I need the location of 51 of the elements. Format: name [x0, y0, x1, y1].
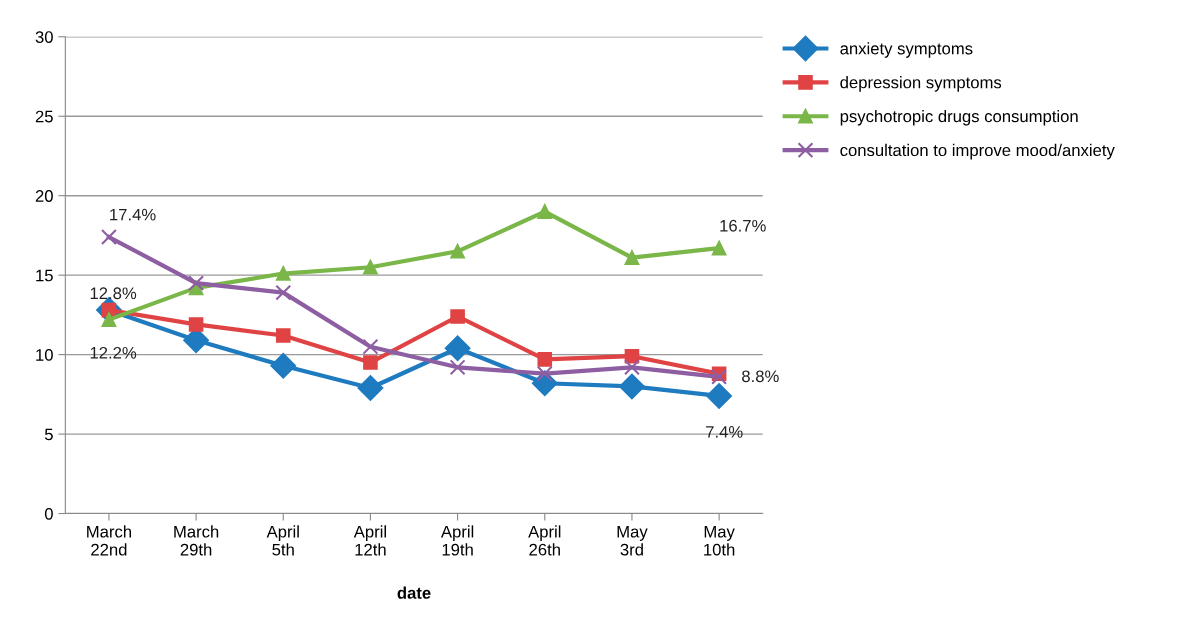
- legend-label: depression symptoms: [840, 76, 1002, 92]
- x-tick-label: April 26th: [528, 525, 561, 556]
- annotation: 8.8%: [742, 370, 779, 383]
- legend-label: psychotropic drugs consumption: [840, 109, 1078, 126]
- legend-label: consultation to improve mood/anxiety: [840, 143, 1115, 160]
- point: [537, 352, 553, 367]
- y-tick-label: 20: [35, 190, 53, 202]
- point: [275, 266, 291, 281]
- x-tick-label: March 29th: [174, 525, 219, 556]
- x-tick-label: March 22nd: [87, 525, 131, 556]
- x-tick-label: April 19th: [440, 525, 474, 556]
- point: [537, 204, 553, 219]
- x-axis-title: date: [397, 586, 431, 599]
- point: [711, 240, 727, 256]
- x-tick-label: May 3rd: [617, 525, 648, 556]
- y-tick-label: 10: [36, 349, 53, 361]
- point: [357, 375, 384, 401]
- point: [270, 352, 297, 379]
- point: [188, 275, 205, 292]
- annotation: 16.7%: [720, 219, 766, 232]
- point: [362, 338, 379, 355]
- y-tick-label: 5: [44, 428, 53, 441]
- point: [623, 359, 640, 376]
- y-tick-label: 25: [35, 110, 53, 123]
- point: [619, 373, 645, 400]
- point: [188, 317, 204, 332]
- point: [275, 284, 292, 301]
- point: [450, 244, 465, 259]
- annotation: 7.4%: [706, 426, 743, 438]
- point: [450, 309, 465, 324]
- point: [363, 355, 378, 370]
- x-tick-label: April 5th: [266, 525, 299, 556]
- point: [711, 368, 728, 385]
- point: [536, 365, 553, 382]
- point: [706, 383, 732, 409]
- x-tick-label: April 12th: [353, 525, 386, 556]
- annotation: 12.8%: [90, 287, 137, 300]
- point: [449, 359, 466, 376]
- annotation: 12.2%: [90, 346, 137, 359]
- y-tick-label: 0: [44, 507, 53, 520]
- point: [444, 335, 471, 362]
- legend-label: anxiety symptoms: [840, 42, 973, 58]
- x-tick-label: May 10th: [704, 525, 735, 556]
- y-tick-label: 30: [35, 31, 53, 43]
- point: [100, 229, 117, 245]
- point: [101, 312, 117, 327]
- point: [363, 259, 378, 275]
- point: [624, 250, 640, 265]
- point: [275, 328, 291, 343]
- annotation: 17.4%: [110, 208, 156, 221]
- y-tick-label: 15: [36, 269, 53, 282]
